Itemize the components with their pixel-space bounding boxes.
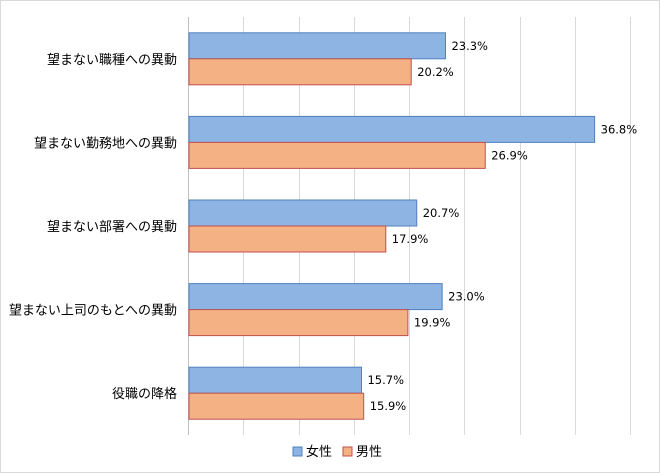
- bar-female: [188, 283, 443, 311]
- bar-male: [188, 225, 387, 253]
- category-label: 望まない部署への異動: [47, 219, 177, 235]
- data-label: 20.7%: [423, 206, 460, 220]
- bar-female: [188, 32, 446, 60]
- labels: 望まない職種への異動 23.3% 20.2% 望まない勤務地への異動 36.8% 26.9…: [9, 39, 637, 413]
- data-label: 36.8%: [601, 122, 638, 136]
- bar-female: [188, 115, 596, 143]
- data-label: 17.9%: [392, 232, 429, 246]
- bars: [188, 32, 596, 420]
- data-label: 20.2%: [417, 65, 454, 79]
- bar-female: [188, 366, 362, 394]
- bar-male: [188, 58, 412, 86]
- bar-male: [188, 392, 365, 420]
- legend: 女性 男性: [292, 444, 382, 460]
- data-label: 23.3%: [451, 39, 488, 53]
- category-label: 望まない勤務地への異動: [34, 135, 177, 151]
- data-label: 15.7%: [367, 373, 404, 387]
- category-label: 望まない上司のもとへの異動: [9, 303, 177, 319]
- legend-swatch: [342, 446, 353, 457]
- category-label: 役職の降格: [112, 386, 177, 402]
- legend-label: 男性: [356, 445, 382, 460]
- bar-female: [188, 199, 418, 227]
- legend-swatch: [292, 446, 303, 457]
- data-label: 23.0%: [448, 290, 485, 304]
- data-label: 26.9%: [491, 148, 528, 162]
- data-label: 19.9%: [414, 316, 451, 330]
- data-label: 15.9%: [370, 399, 407, 413]
- bar-male: [188, 141, 486, 169]
- category-label: 望まない職種への異動: [47, 52, 177, 68]
- legend-label: 女性: [306, 444, 332, 460]
- bar-male: [188, 309, 409, 337]
